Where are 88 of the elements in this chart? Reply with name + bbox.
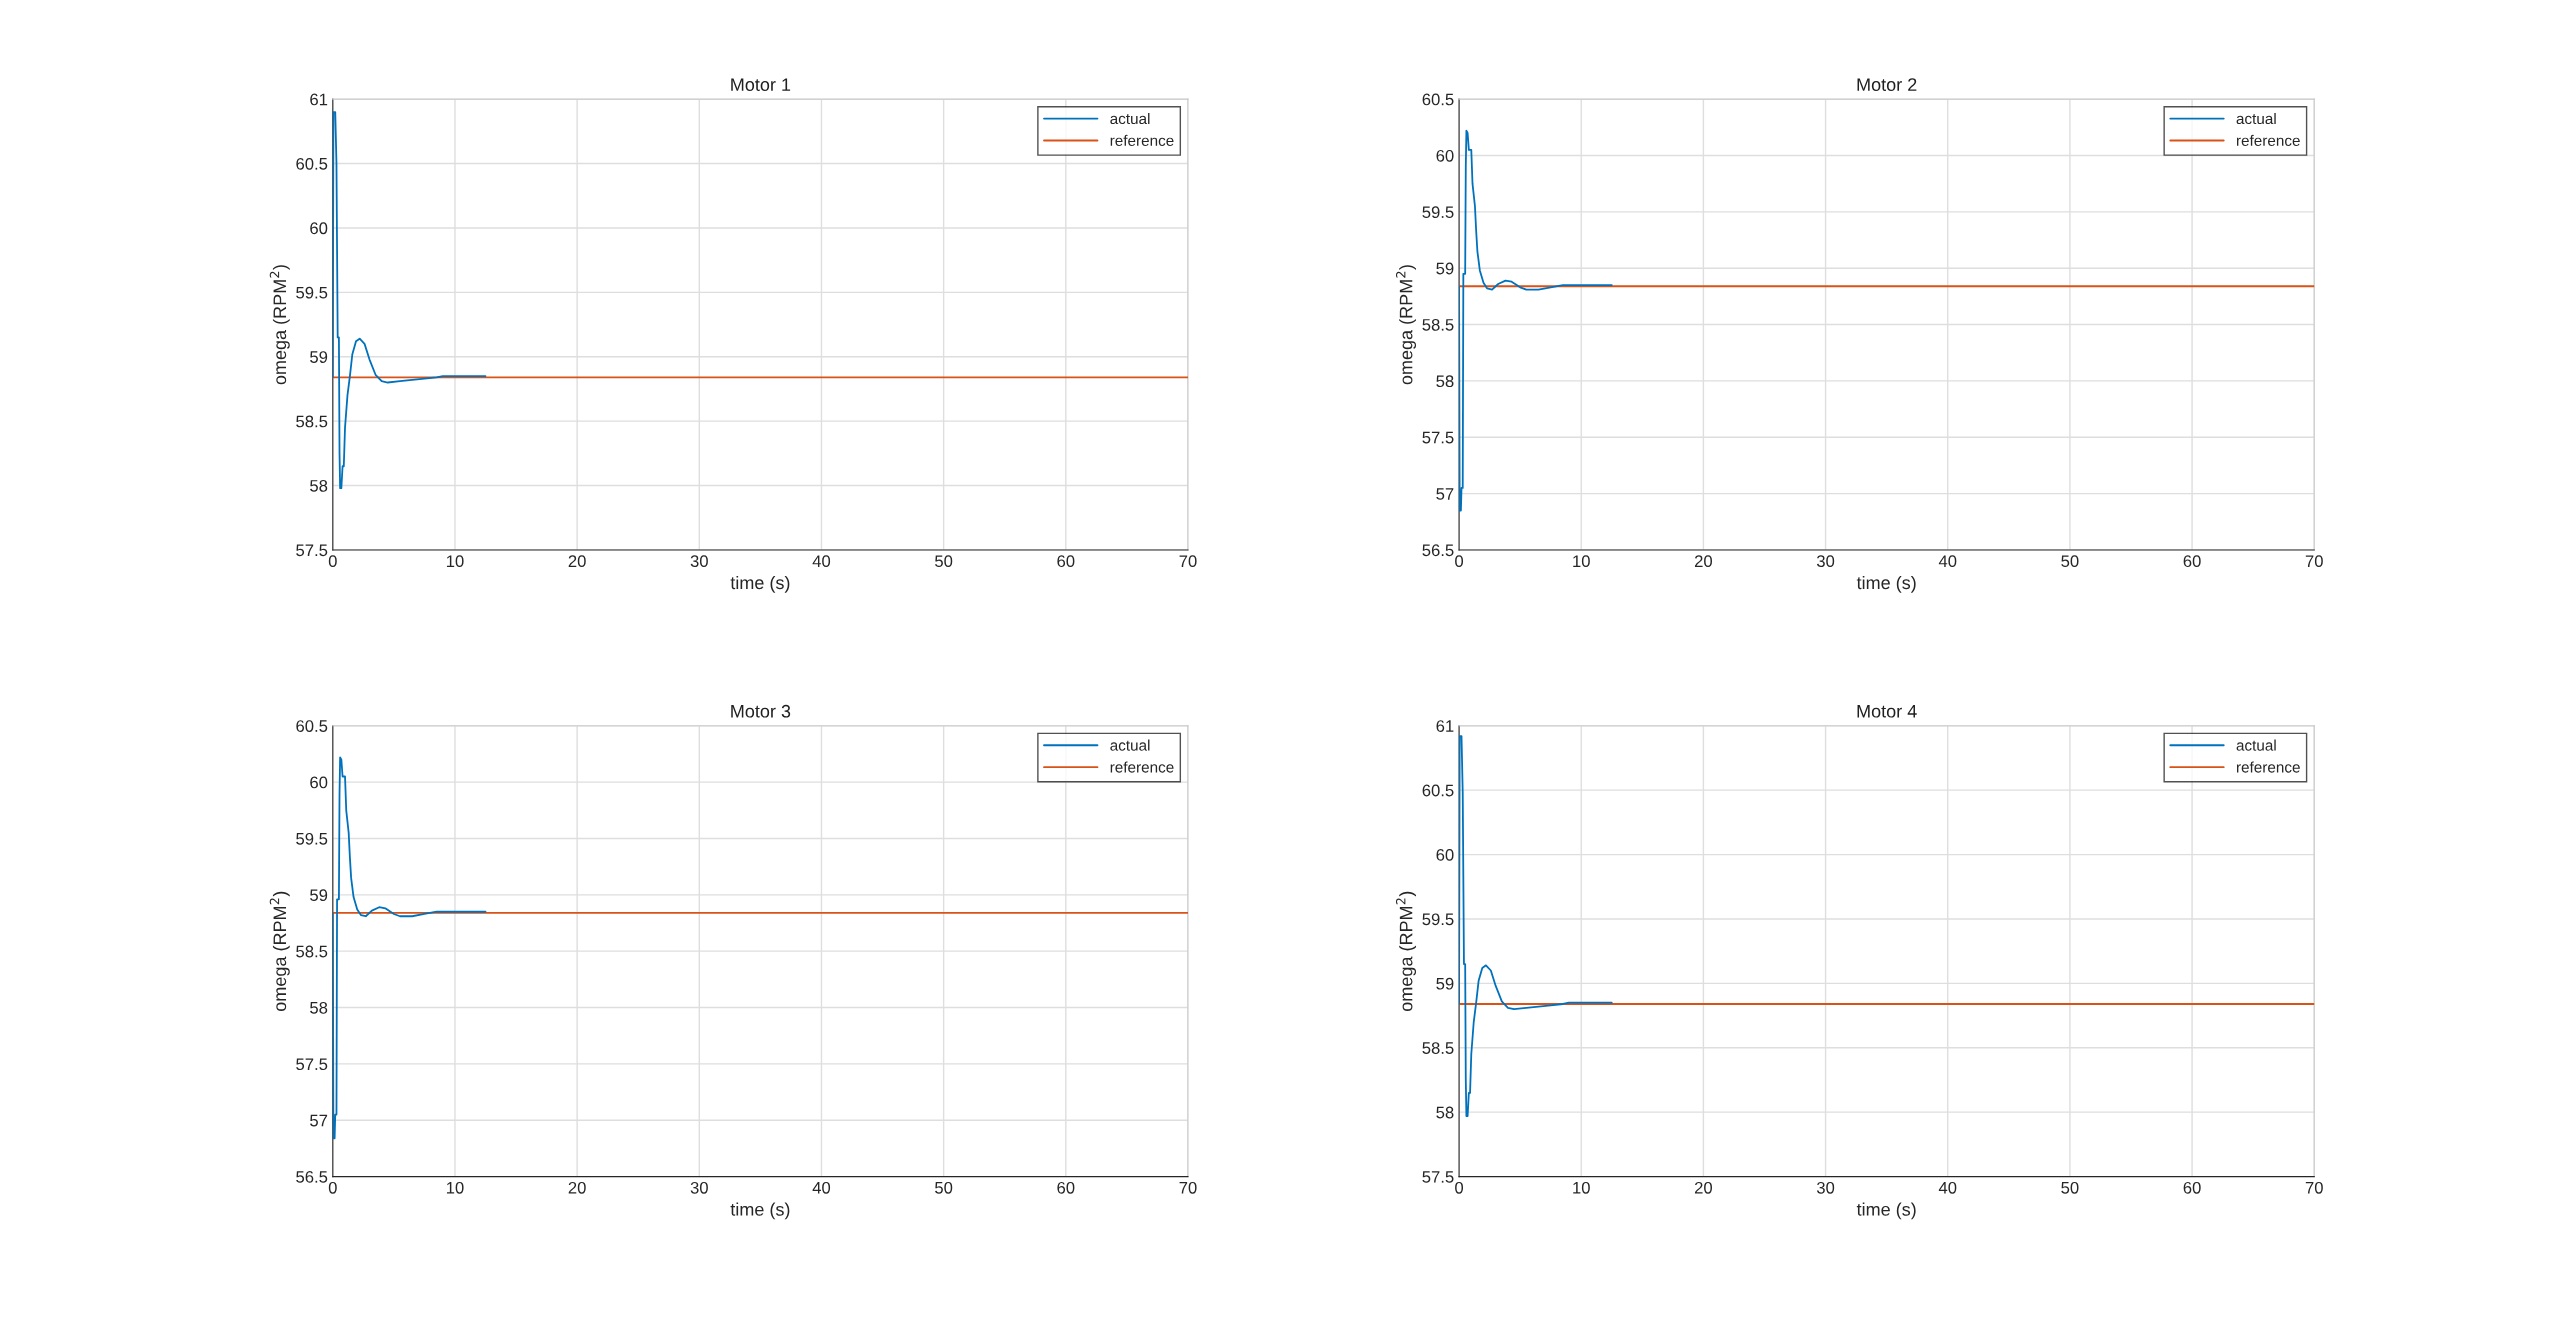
x-axis-title: time (s) <box>730 575 790 593</box>
y-tick-label: 59.5 <box>296 286 328 299</box>
line-series <box>332 111 487 490</box>
x-tick-label: 50 <box>2061 1181 2079 1194</box>
y-tick-label: 60.5 <box>296 157 328 170</box>
x-tick-label: 0 <box>1455 1181 1464 1194</box>
y-tick-label: 59 <box>310 351 328 363</box>
y-tick-label: 61 <box>1436 720 1454 732</box>
x-axis-title: time (s) <box>730 1202 790 1220</box>
y-tick-label: 59.5 <box>1422 206 1454 219</box>
x-tick-label: 60 <box>2183 555 2201 568</box>
y-tick-label: 57 <box>1436 488 1454 500</box>
y-tick-label: 59 <box>1436 262 1454 275</box>
y-tick-label: 60.5 <box>296 720 328 732</box>
y-tick-label: 56.5 <box>296 1170 328 1183</box>
x-tick-label: 40 <box>1938 1181 1957 1194</box>
y-tick-label: 59 <box>310 889 328 902</box>
y-tick-label: 58 <box>310 479 328 492</box>
y-tick-label: 57.5 <box>296 544 328 557</box>
x-tick-label: 50 <box>2061 555 2079 568</box>
x-tick-label: 20 <box>568 1181 586 1194</box>
chart-title: Motor 4 <box>1857 705 1917 718</box>
y-tick-label: 60 <box>310 776 328 789</box>
x-axis-title: time (s) <box>1856 575 1916 593</box>
x-tick-label: 70 <box>2305 1181 2323 1194</box>
y-tick-label: 58.5 <box>1422 1042 1454 1054</box>
y-axis-title: omega (RPM$^{2}$) <box>269 891 290 1011</box>
y-axis-title: omega (RPM$^{2}$) <box>1395 891 1417 1011</box>
x-tick-label: 0 <box>328 555 337 568</box>
x-tick-label: 50 <box>935 555 953 568</box>
chart-title: Motor 2 <box>1857 78 1917 91</box>
y-tick-label: 58.5 <box>1422 318 1454 331</box>
x-tick-label: 60 <box>2183 1181 2201 1194</box>
x-tick-label: 10 <box>1573 555 1590 568</box>
y-tick-label: 57.5 <box>296 1058 328 1071</box>
y-tick-label: 57.5 <box>1422 431 1454 444</box>
y-tick-label: 59.5 <box>1422 913 1454 926</box>
x-tick-label: 40 <box>812 1181 831 1194</box>
y-tick-label: 58 <box>1436 375 1454 388</box>
y-tick-label: 60 <box>1436 848 1454 861</box>
x-tick-label: 0 <box>1455 555 1464 568</box>
x-tick-label: 10 <box>1573 1181 1590 1194</box>
x-tick-label: 0 <box>328 1181 337 1194</box>
x-axis-title: time (s) <box>1856 1202 1916 1220</box>
x-tick-label: 60 <box>1057 1181 1075 1194</box>
y-tick-label: 60.5 <box>1422 784 1454 797</box>
x-tick-label: 70 <box>2305 555 2323 568</box>
x-tick-label: 30 <box>690 555 708 568</box>
x-tick-label: 30 <box>1816 555 1835 568</box>
x-tick-label: 70 <box>1179 555 1197 568</box>
chart-title: Motor 3 <box>731 704 791 718</box>
legend-label: reference <box>2236 134 2300 146</box>
x-tick-label: 40 <box>812 555 831 568</box>
y-axis-title: omega (RPM$^{2}$) <box>269 265 290 385</box>
legend-label: actual <box>2236 112 2276 125</box>
y-tick-label: 58 <box>1436 1106 1454 1119</box>
x-tick-label: 60 <box>1057 555 1075 568</box>
x-tick-label: 20 <box>568 555 586 568</box>
x-tick-label: 50 <box>935 1181 953 1194</box>
x-tick-label: 20 <box>1694 555 1713 568</box>
y-tick-label: 57 <box>310 1114 328 1127</box>
y-tick-label: 60.5 <box>1422 93 1454 106</box>
x-tick-label: 40 <box>1938 555 1957 568</box>
x-tick-label: 30 <box>690 1181 708 1194</box>
y-tick-label: 58.5 <box>296 415 328 428</box>
legend-label: actual <box>1110 112 1150 125</box>
legend-label: reference <box>1110 134 1174 146</box>
y-tick-label: 60 <box>310 222 328 235</box>
y-axis-title: omega (RPM$^{2}$) <box>1395 265 1417 385</box>
x-tick-label: 10 <box>446 555 464 568</box>
x-tick-label: 30 <box>1816 1181 1835 1194</box>
y-tick-label: 57.5 <box>1422 1171 1454 1183</box>
x-tick-label: 10 <box>446 1181 464 1194</box>
y-tick-label: 61 <box>310 93 328 106</box>
y-tick-label: 60 <box>1436 149 1454 162</box>
x-tick-label: 20 <box>1694 1181 1713 1194</box>
line-series <box>332 756 487 1140</box>
y-tick-label: 56.5 <box>1422 544 1454 557</box>
x-tick-label: 70 <box>1179 1181 1197 1194</box>
legend-label: reference <box>1110 761 1174 773</box>
y-tick-label: 59 <box>1436 977 1454 990</box>
legend-label: reference <box>2236 761 2300 773</box>
legend-label: actual <box>1110 739 1150 751</box>
y-tick-label: 58.5 <box>296 945 328 958</box>
chart-title: Motor 1 <box>731 78 791 91</box>
y-tick-label: 59.5 <box>296 832 328 845</box>
legend-label: actual <box>2236 739 2276 751</box>
y-tick-label: 58 <box>310 1001 328 1014</box>
